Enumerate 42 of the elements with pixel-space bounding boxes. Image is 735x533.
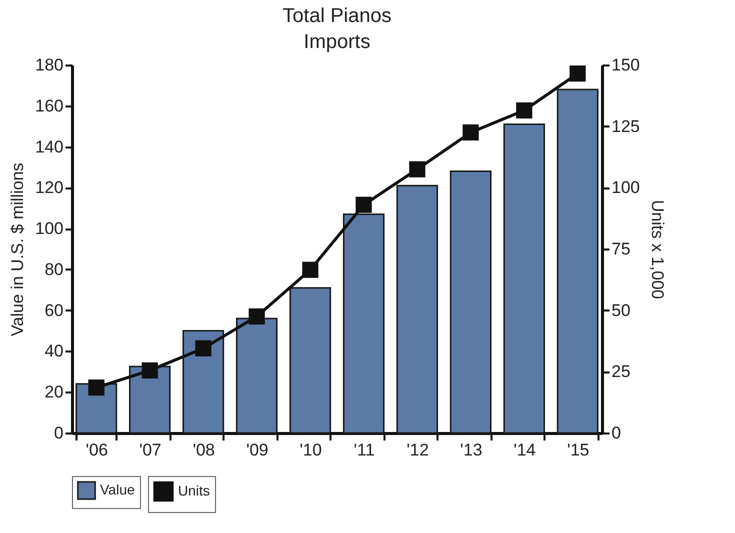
y2-axis-title: Units x 1,000 bbox=[648, 200, 667, 300]
x-tick-label: '12 bbox=[406, 440, 429, 460]
point bbox=[88, 380, 104, 396]
y-axis-title: Value in U.S. $ millions bbox=[8, 162, 28, 336]
point bbox=[248, 308, 265, 325]
point bbox=[462, 124, 479, 141]
point bbox=[409, 161, 426, 178]
y2-tick-label: 25 bbox=[612, 362, 630, 382]
x-tick-label: '14 bbox=[514, 440, 536, 460]
y-tick-label: 160 bbox=[35, 96, 64, 116]
y-tick-label: 180 bbox=[35, 56, 64, 74]
x-tick-label: '07 bbox=[139, 440, 162, 460]
point bbox=[356, 196, 372, 213]
x-tick-label: '11 bbox=[354, 440, 375, 460]
y-tick-label: 80 bbox=[44, 260, 64, 279]
chart-title: Total Pianos Imports bbox=[282, 5, 392, 53]
y-tick-label: 20 bbox=[44, 382, 64, 402]
point bbox=[570, 66, 586, 82]
y-tick-label: 100 bbox=[35, 219, 64, 238]
y2-tick-label: 50 bbox=[612, 300, 630, 320]
x-tick-label: '09 bbox=[246, 440, 268, 460]
legend-label: Units bbox=[178, 482, 210, 498]
point bbox=[516, 102, 532, 118]
x-tick-label: '06 bbox=[86, 440, 108, 460]
x-tick-label: '10 bbox=[300, 440, 322, 460]
y-tick-label: 40 bbox=[44, 342, 64, 361]
y-tick-label: 60 bbox=[44, 300, 64, 320]
y2-tick-label: 125 bbox=[612, 116, 640, 136]
y2-tick-label: 0 bbox=[612, 424, 621, 442]
y-tick-label: 140 bbox=[35, 137, 64, 156]
point bbox=[302, 262, 318, 278]
x-tick-label: '15 bbox=[567, 440, 590, 460]
x-tick-label: '13 bbox=[460, 440, 482, 460]
y2-tick-label: 150 bbox=[612, 56, 640, 74]
x-tick-label: '08 bbox=[192, 440, 215, 460]
y2-tick-label: 75 bbox=[612, 240, 630, 258]
y-tick-label: 120 bbox=[35, 178, 64, 198]
point bbox=[142, 362, 158, 379]
point bbox=[195, 340, 212, 356]
y-tick-label: 0 bbox=[54, 424, 64, 442]
y2-tick-label: 100 bbox=[612, 178, 640, 198]
legend-label: Value bbox=[100, 482, 135, 498]
